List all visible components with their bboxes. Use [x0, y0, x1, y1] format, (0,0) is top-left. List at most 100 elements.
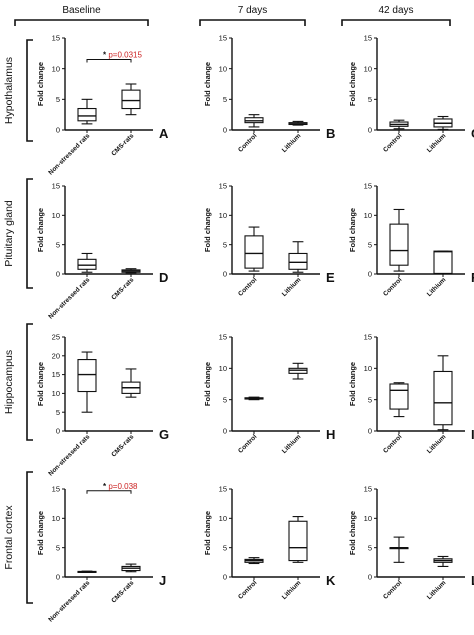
panel-letter: C	[471, 126, 474, 141]
column-header-baseline: Baseline	[62, 5, 101, 16]
y-axis-label: Fold change	[36, 362, 45, 406]
panel-K: 0 5 10 15 Fold change Control Lithium K	[203, 485, 336, 601]
box-control	[389, 223, 409, 266]
significance-bracket	[86, 58, 132, 63]
y-axis-label: Fold change	[36, 511, 45, 555]
column-headers: Baseline 7 days 42 days	[14, 5, 451, 26]
y-axis-label: Fold change	[203, 62, 212, 106]
box-lithium	[433, 250, 453, 274]
y-tick-label: 5	[223, 95, 227, 104]
panel-letter: J	[159, 573, 166, 588]
p-value: p=0.0315	[108, 50, 142, 59]
row-bracket-hippocampus	[26, 323, 33, 441]
y-axis-label: Fold change	[203, 208, 212, 252]
box-lithium	[288, 520, 308, 562]
y-tick-label: 10	[52, 514, 60, 523]
panel-E: 0 5 10 15 Fold change Control Lithium E	[203, 182, 335, 298]
y-tick-label: 5	[368, 543, 372, 552]
y-tick-label: 0	[368, 270, 372, 279]
significance-label: * p=0.038	[103, 482, 138, 491]
box-non-stressed-rats	[77, 107, 97, 122]
box-cms-rats	[121, 89, 141, 110]
row-label-hippocampus: Hippocampus	[3, 350, 15, 414]
panels: 0 5 10 15 Fold change Non-stressed rats CMS-ra…	[36, 34, 474, 624]
y-tick-label: 5	[368, 240, 372, 249]
y-axis-label: Fold change	[36, 62, 45, 106]
y-tick-label: 0	[223, 126, 227, 135]
y-tick-label: 10	[219, 364, 227, 373]
y-axis-label: Fold change	[36, 208, 45, 252]
significance-bracket	[86, 490, 132, 494]
significance-star: *	[103, 482, 108, 491]
y-tick-label: 0	[368, 126, 372, 135]
y-tick-label: 5	[56, 408, 60, 417]
x-tick-label-lithium: Lithium	[426, 132, 448, 154]
x-tick-label-cms-rats: CMS-rats	[110, 433, 135, 458]
column-header-42-days: 42 days	[378, 5, 413, 16]
y-tick-label: 5	[56, 240, 60, 249]
y-tick-label: 10	[52, 389, 60, 398]
y-tick-label: 15	[219, 485, 227, 494]
y-tick-label: 0	[368, 427, 372, 436]
x-tick-label-non-stressed-rats: Non-stressed rats	[47, 579, 91, 623]
x-tick-label-lithium: Lithium	[426, 579, 448, 601]
box-control	[244, 235, 264, 269]
significance-label: * p=0.0315	[103, 50, 142, 59]
panel-A: 0 5 10 15 Fold change Non-stressed rats CMS-ra…	[36, 34, 169, 177]
x-tick-label-control: Control	[382, 579, 403, 600]
x-tick-label-control: Control	[382, 433, 403, 454]
y-tick-label: 0	[56, 270, 60, 279]
panel-letter: E	[326, 270, 335, 285]
y-tick-label: 5	[56, 543, 60, 552]
y-tick-label: 10	[219, 64, 227, 73]
y-tick-label: 15	[364, 485, 372, 494]
y-tick-label: 15	[52, 34, 60, 43]
row-labels: Hypothalamus Pituitary gland Hippocampus Fr…	[3, 39, 33, 604]
box-lithium	[433, 370, 453, 426]
y-tick-label: 15	[219, 333, 227, 342]
y-tick-label: 5	[223, 240, 227, 249]
panel-letter: I	[471, 427, 474, 442]
x-tick-label-lithium: Lithium	[281, 276, 303, 298]
x-tick-label-lithium: Lithium	[426, 276, 448, 298]
y-tick-label: 10	[364, 514, 372, 523]
y-tick-label: 10	[364, 364, 372, 373]
y-tick-label: 20	[52, 351, 60, 360]
y-tick-label: 25	[52, 333, 60, 342]
y-tick-label: 15	[52, 485, 60, 494]
y-tick-label: 5	[223, 543, 227, 552]
row-label-hypothalamus: Hypothalamus	[3, 57, 15, 124]
y-tick-label: 10	[364, 64, 372, 73]
y-tick-label: 10	[364, 211, 372, 220]
y-tick-label: 0	[223, 270, 227, 279]
panel-letter: A	[159, 126, 169, 141]
x-tick-label-control: Control	[237, 276, 258, 297]
column-bracket-baseline	[14, 19, 149, 26]
row-bracket-hypothalamus	[26, 39, 33, 142]
y-tick-label: 5	[56, 95, 60, 104]
x-tick-label-non-stressed-rats: Non-stressed rats	[47, 433, 91, 477]
y-axis-label: Fold change	[348, 62, 357, 106]
x-tick-label-control: Control	[382, 276, 403, 297]
x-tick-label-lithium: Lithium	[281, 579, 303, 601]
panel-L: 0 5 10 15 Fold change Control Lithium L	[348, 485, 474, 601]
x-tick-label-control: Control	[237, 132, 258, 153]
panel-letter: K	[326, 573, 336, 588]
column-bracket-7-days	[199, 19, 306, 26]
x-tick-label-lithium: Lithium	[281, 132, 303, 154]
row-label-frontal-cortex: Frontal cortex	[3, 505, 15, 570]
y-tick-label: 10	[52, 211, 60, 220]
y-tick-label: 15	[219, 34, 227, 43]
y-tick-label: 0	[223, 427, 227, 436]
x-tick-label-cms-rats: CMS-rats	[110, 132, 135, 157]
y-axis-label: Fold change	[203, 362, 212, 406]
row-bracket-frontal-cortex	[26, 471, 33, 604]
x-tick-label-cms-rats: CMS-rats	[110, 579, 135, 604]
x-tick-label-lithium: Lithium	[426, 433, 448, 455]
panel-letter: F	[471, 270, 474, 285]
panel-F: 0 5 10 15 Fold change Control Lithium F	[348, 182, 474, 298]
y-tick-label: 0	[368, 573, 372, 582]
y-tick-label: 15	[52, 370, 60, 379]
x-tick-label-lithium: Lithium	[281, 433, 303, 455]
